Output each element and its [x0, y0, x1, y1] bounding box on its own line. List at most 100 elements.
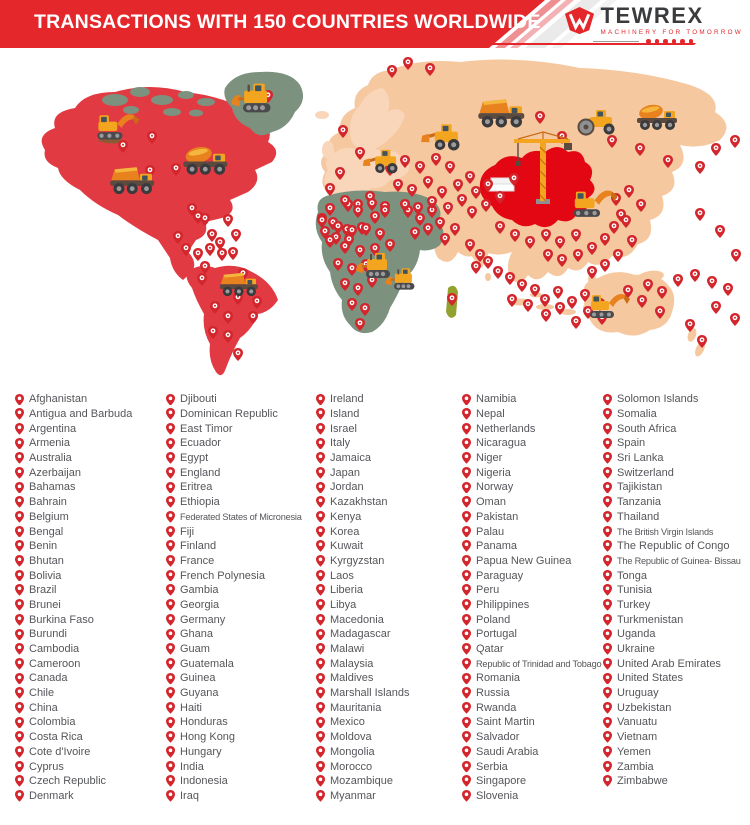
country-label: Bolivia: [29, 569, 62, 582]
header-banner: TRANSACTIONS WITH 150 COUNTRIES WORLDWID…: [0, 0, 750, 48]
location-pin-icon: [462, 422, 471, 435]
location-pin-icon: [15, 775, 24, 788]
country-label: Korea: [330, 525, 360, 538]
location-pin-icon: [462, 716, 471, 729]
brand-name: TEWREX: [600, 3, 704, 28]
country-item: United States: [603, 671, 750, 686]
country-item: Tanzania: [603, 495, 750, 510]
country-item: Costa Rica: [15, 730, 166, 745]
country-item: Fiji: [166, 524, 316, 539]
country-label: The Republic of Guinea- Bissau: [617, 555, 741, 566]
location-pin-icon: [316, 481, 325, 494]
country-item: Ireland: [316, 392, 462, 407]
location-pin-icon: [15, 496, 24, 508]
country-label: Cote d'Ivoire: [29, 745, 91, 758]
location-pin-icon: [15, 393, 24, 406]
country-label: Uruguay: [617, 687, 659, 700]
location-pin-icon: [603, 628, 612, 641]
location-pin-icon: [316, 437, 325, 450]
country-item: France: [166, 554, 316, 569]
location-pin-icon: [316, 393, 325, 406]
location-pin-icon: [603, 643, 612, 655]
country-item: United Arab Emirates: [603, 656, 750, 671]
map-pin: [571, 316, 581, 329]
country-label: Azerbaijan: [29, 466, 81, 479]
country-label: Paraguay: [476, 569, 524, 582]
location-pin-icon: [603, 716, 612, 729]
location-pin-icon: [462, 760, 471, 773]
country-label: Somalia: [617, 408, 657, 421]
country-item: Cyprus: [15, 759, 166, 774]
location-pin-icon: [316, 746, 325, 758]
location-pin-icon: [316, 790, 325, 802]
location-pin-icon: [603, 569, 612, 582]
country-item: Denmark: [15, 789, 166, 804]
country-label: China: [29, 701, 58, 714]
country-label: Hungary: [180, 745, 222, 758]
country-label: Palau: [476, 525, 505, 538]
location-pin-icon: [603, 687, 612, 699]
country-item: Honduras: [166, 715, 316, 730]
map-pin: [553, 286, 563, 299]
map-pin: [711, 143, 721, 156]
country-label: Guatemala: [180, 657, 234, 670]
country-label: France: [180, 554, 215, 567]
map-pin: [471, 261, 481, 274]
location-pin-icon: [316, 672, 325, 685]
country-item: Burundi: [15, 627, 166, 642]
country-label: Tunisia: [617, 584, 653, 597]
country-label: Turkey: [617, 598, 651, 611]
country-item: Jordan: [316, 480, 462, 495]
country-item: Libya: [316, 598, 462, 613]
country-item: Salvador: [462, 730, 603, 745]
brand-logo: TEWREX MACHINERY FOR TOMORROW: [563, 5, 743, 36]
map-pin: [205, 243, 215, 256]
location-pin-icon: [316, 701, 325, 714]
region-uk: [322, 141, 334, 159]
country-item: Malawi: [316, 642, 462, 657]
country-label: Burundi: [29, 628, 67, 641]
country-label: Singapore: [476, 775, 527, 788]
location-pin-icon: [316, 731, 325, 743]
country-label: Egypt: [180, 452, 209, 465]
country-item: Saint Martin: [462, 715, 603, 730]
location-pin-icon: [15, 525, 24, 538]
country-item: Niger: [462, 451, 603, 466]
map-pin: [695, 208, 705, 221]
country-label: Republic of Trinidad and Tobago: [476, 658, 602, 669]
region-china: [479, 147, 595, 228]
country-label: Germany: [180, 613, 226, 626]
map-pin: [730, 135, 740, 148]
location-pin-icon: [15, 569, 24, 582]
country-item: Zambia: [603, 759, 750, 774]
country-label: Island: [330, 408, 360, 421]
country-item: Macedonia: [316, 612, 462, 627]
country-label: Guam: [180, 643, 210, 656]
country-item: Marshall Islands: [316, 686, 462, 701]
country-item: Argentina: [15, 421, 166, 436]
country-item: Guinea: [166, 671, 316, 686]
country-label: Honduras: [180, 716, 228, 729]
country-label: Russia: [476, 687, 510, 700]
country-label: Eritrea: [180, 481, 213, 494]
location-pin-icon: [603, 393, 612, 406]
country-item: Djibouti: [166, 392, 316, 407]
map-pin: [690, 269, 700, 282]
country-item: Tajikistan: [603, 480, 750, 495]
country-item: East Timor: [166, 421, 316, 436]
country-item: Serbia: [462, 759, 603, 774]
country-label: Bahrain: [29, 496, 67, 509]
country-item: Maldives: [316, 671, 462, 686]
country-label: Mongolia: [330, 745, 375, 758]
location-pin-icon: [462, 496, 471, 508]
location-pin-icon: [603, 466, 612, 479]
map-pin: [715, 225, 725, 238]
location-pin-icon: [15, 422, 24, 435]
country-label: Kuwait: [330, 540, 364, 553]
location-pin-icon: [316, 716, 325, 729]
country-item: Finland: [166, 539, 316, 554]
location-pin-icon: [166, 716, 175, 729]
map-pin: [613, 249, 623, 262]
country-label: Israel: [330, 422, 357, 435]
country-item: Benin: [15, 539, 166, 554]
